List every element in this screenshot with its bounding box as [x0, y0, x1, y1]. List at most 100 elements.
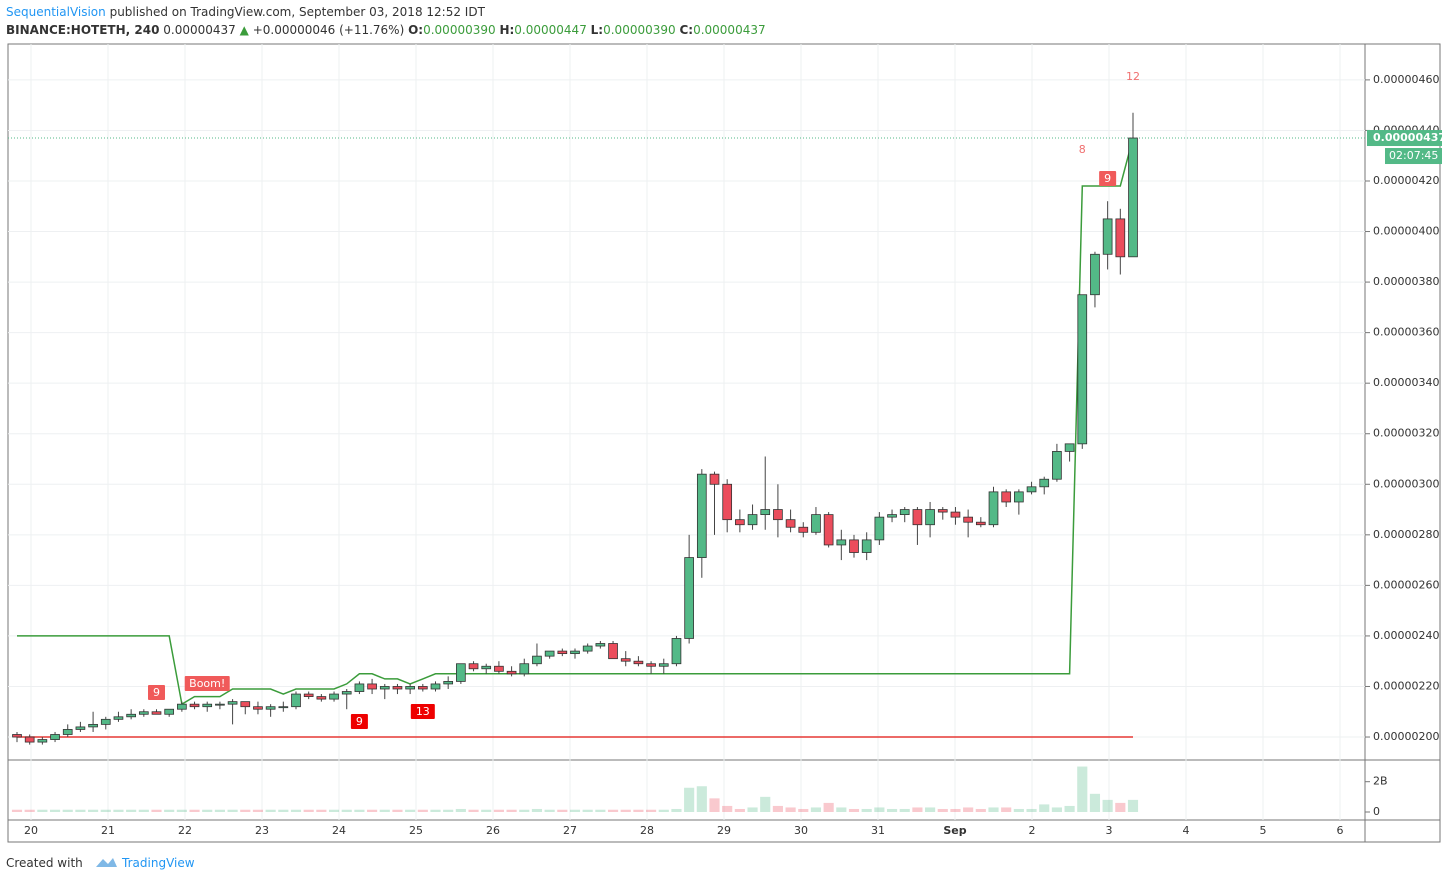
- last: 0.00000437: [163, 23, 236, 37]
- volume-bar: [798, 808, 809, 812]
- brand[interactable]: TradingView: [122, 856, 195, 870]
- y-tick-label: 0.00000320: [1373, 427, 1439, 440]
- candle-body: [379, 686, 390, 690]
- candle-body: [557, 650, 568, 655]
- candle-body: [113, 716, 124, 720]
- candle-body: [1090, 253, 1100, 296]
- candle-body: [811, 514, 821, 533]
- candle-body: [215, 703, 225, 706]
- x-tick-label: Sep: [943, 824, 966, 837]
- candle-body: [100, 718, 111, 725]
- x-tick-label: 23: [255, 824, 269, 837]
- arrow: ▲: [239, 23, 249, 37]
- candle-body: [709, 473, 720, 485]
- candle-body: [481, 665, 492, 670]
- x-tick-label: 2: [1029, 824, 1036, 837]
- annotation: 12: [1126, 70, 1140, 83]
- volume-bar: [785, 807, 796, 812]
- volume-bar: [975, 808, 986, 812]
- volume-bar: [912, 807, 923, 812]
- author[interactable]: SequentialVision: [6, 5, 106, 19]
- volume-bar: [1013, 808, 1024, 812]
- volume-bar: [303, 809, 314, 812]
- candle-body: [595, 643, 606, 647]
- candle-body: [291, 693, 301, 708]
- published: published on TradingView.com, September …: [109, 5, 485, 19]
- y-tick-label: 0.00000240: [1373, 629, 1439, 642]
- volume-bar: [316, 809, 327, 812]
- volume-bar: [925, 807, 936, 812]
- candle-body: [760, 509, 771, 516]
- x-tick-label: 6: [1337, 824, 1344, 837]
- candle-body: [735, 519, 745, 526]
- candle-body: [278, 706, 289, 709]
- volume-bar: [417, 809, 428, 812]
- candle-body: [671, 638, 682, 665]
- candle-body: [519, 663, 530, 675]
- volume-bar: [836, 807, 847, 812]
- volume-bar: [772, 805, 783, 812]
- annotation-box: [350, 714, 368, 729]
- candle-body: [988, 491, 999, 526]
- candle-body: [608, 643, 618, 660]
- price-tag-label: 0.00000437: [1373, 131, 1444, 144]
- annotation: 9: [356, 715, 363, 728]
- candle-body: [658, 663, 669, 667]
- vol-tick-label: 0: [1373, 805, 1380, 818]
- volume-bar: [1051, 807, 1062, 812]
- candle-body: [1064, 443, 1075, 452]
- candle-body: [646, 663, 656, 667]
- symbol: BINANCE:HOTETH, 240: [6, 23, 160, 37]
- volume-bar: [11, 809, 23, 812]
- y-tick-label: 0.00000280: [1373, 528, 1439, 541]
- volume-bar: [62, 809, 73, 812]
- candle-body: [1014, 491, 1024, 503]
- volume-bar: [848, 808, 860, 812]
- volume-bar: [1089, 793, 1101, 812]
- volume-bar: [646, 809, 657, 812]
- annotation-box: [148, 685, 165, 700]
- candle-body: [265, 706, 276, 710]
- footer: Created with TradingView: [6, 853, 195, 870]
- volume-bar: [405, 809, 416, 812]
- volume-bar: [392, 809, 403, 812]
- volume-bar: [823, 802, 834, 812]
- candle-body: [823, 514, 834, 546]
- candle-body: [633, 660, 644, 665]
- volume-bar: [886, 808, 898, 812]
- x-tick-label: 26: [486, 824, 500, 837]
- o-label: O:: [408, 23, 424, 37]
- change: +0.00000046 (+11.76%): [252, 23, 405, 37]
- volume-bar: [341, 809, 352, 812]
- candle-body: [494, 665, 504, 672]
- header: SequentialVision published on TradingVie…: [6, 3, 766, 39]
- volume-bar: [620, 809, 631, 812]
- volume-bar: [1102, 799, 1113, 812]
- volume-bar: [49, 809, 61, 812]
- volume-bar: [379, 809, 390, 812]
- candle-body: [925, 509, 935, 526]
- volume-bar: [861, 808, 872, 812]
- candle-body: [138, 711, 149, 715]
- candle-body: [443, 681, 454, 685]
- countdown-tag: [1385, 148, 1442, 165]
- annotation: Boom!: [189, 677, 225, 690]
- candle-body: [24, 736, 35, 743]
- annotation-box: [410, 704, 435, 719]
- x-tick-label: 22: [178, 824, 192, 837]
- candle-body: [12, 734, 22, 738]
- volume-bar: [569, 809, 581, 812]
- candle-body: [456, 663, 466, 682]
- x-tick-label: 28: [640, 824, 654, 837]
- volume-bar: [899, 808, 910, 812]
- volume-bar: [607, 809, 619, 812]
- volume-bar: [367, 809, 378, 812]
- volume-bar: [430, 809, 441, 812]
- volume-bar: [544, 809, 555, 812]
- volume-bar: [252, 809, 264, 812]
- trail-line: [17, 137, 1134, 706]
- x-tick-label: 31: [871, 824, 885, 837]
- volume-bar: [557, 809, 568, 812]
- candle-body: [253, 706, 263, 710]
- candle-body: [354, 683, 365, 692]
